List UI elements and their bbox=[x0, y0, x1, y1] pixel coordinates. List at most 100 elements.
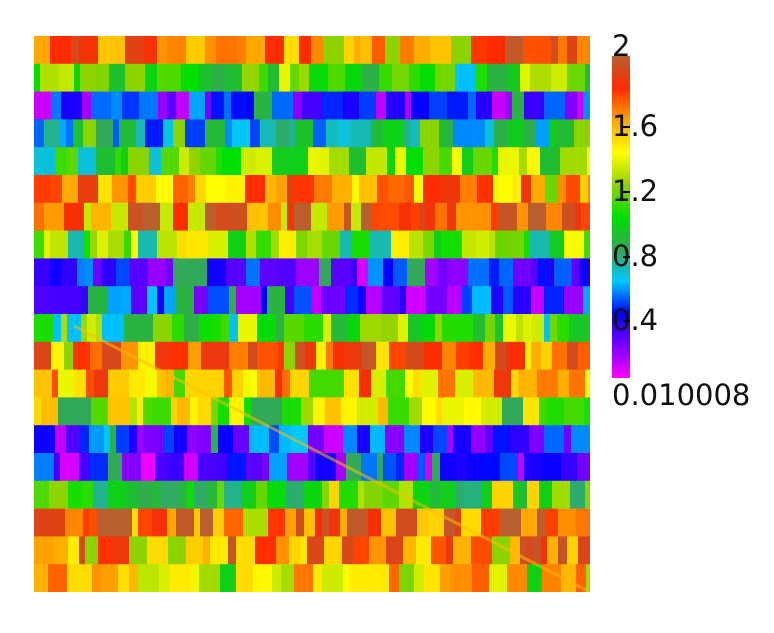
heatmap-cell bbox=[471, 36, 488, 65]
heatmap-cell bbox=[552, 480, 571, 510]
heatmap-cell bbox=[49, 480, 69, 510]
heatmap-cell bbox=[226, 175, 246, 204]
heatmap-cell bbox=[164, 286, 176, 315]
heatmap-cell bbox=[98, 175, 113, 204]
heatmap-cell bbox=[186, 536, 204, 565]
heatmap-cell bbox=[499, 258, 514, 287]
heatmap-cell bbox=[357, 425, 371, 454]
heatmap-cell bbox=[538, 258, 549, 287]
heatmap-cell bbox=[256, 230, 272, 259]
heatmap-cell bbox=[247, 202, 262, 232]
heatmap-cell bbox=[211, 397, 219, 426]
heatmap-cell bbox=[224, 508, 244, 537]
heatmap-cell bbox=[577, 36, 590, 65]
heatmap-cell bbox=[98, 508, 115, 537]
heatmap-cell bbox=[476, 230, 490, 259]
heatmap-cell bbox=[58, 397, 72, 426]
heatmap-cell bbox=[152, 397, 172, 426]
heatmap-cell bbox=[158, 91, 168, 120]
heatmap-cell bbox=[84, 202, 92, 232]
heatmap-cell bbox=[279, 230, 297, 259]
heatmap-cell bbox=[579, 258, 590, 287]
heatmap-cell bbox=[435, 202, 448, 232]
heatmap-cell bbox=[296, 230, 308, 259]
heatmap-cell bbox=[516, 314, 524, 343]
heatmap-cell bbox=[128, 175, 137, 204]
heatmap-cell bbox=[386, 91, 406, 120]
heatmap-cell bbox=[86, 369, 95, 398]
heatmap-cell bbox=[400, 286, 407, 315]
heatmap-cell bbox=[244, 397, 252, 426]
heatmap-cell bbox=[177, 397, 191, 426]
heatmap-cell bbox=[89, 425, 105, 454]
heatmap-cell bbox=[462, 286, 473, 315]
heatmap-cell bbox=[34, 314, 54, 343]
heatmap-cell bbox=[268, 202, 282, 232]
heatmap-cell bbox=[296, 508, 305, 537]
heatmap-cell bbox=[187, 258, 208, 287]
heatmap-cell bbox=[361, 453, 378, 482]
heatmap-cell bbox=[284, 314, 305, 343]
heatmap-cell bbox=[308, 425, 325, 454]
heatmap-cell bbox=[489, 564, 508, 592]
heatmap-cell bbox=[550, 314, 558, 343]
heatmap-cell bbox=[381, 314, 399, 343]
heatmap-cell bbox=[147, 536, 169, 565]
heatmap-cell bbox=[411, 202, 420, 232]
heatmap-cell bbox=[231, 91, 248, 120]
heatmap-cell bbox=[524, 453, 542, 482]
heatmap-cell bbox=[233, 425, 240, 454]
heatmap-cell bbox=[409, 230, 424, 259]
heatmap-cell bbox=[584, 230, 590, 259]
heatmap-cell bbox=[167, 91, 177, 120]
heatmap-cell bbox=[44, 230, 51, 259]
heatmap-cell bbox=[67, 564, 86, 592]
heatmap-cell bbox=[152, 508, 168, 537]
heatmap-cell bbox=[532, 314, 545, 343]
heatmap-cell bbox=[430, 480, 441, 510]
heatmap-cell bbox=[357, 397, 379, 426]
heatmap-cell bbox=[96, 119, 114, 148]
heatmap-cell bbox=[121, 286, 132, 315]
heatmap-cell bbox=[342, 536, 354, 565]
heatmap-cell bbox=[148, 258, 167, 287]
heatmap-cell bbox=[485, 425, 494, 454]
heatmap-cell bbox=[88, 286, 108, 315]
heatmap-cell bbox=[557, 314, 570, 343]
heatmap-cell bbox=[257, 369, 276, 398]
heatmap-cell bbox=[53, 314, 62, 343]
heatmap-cell bbox=[55, 147, 68, 176]
heatmap-cell bbox=[473, 119, 486, 148]
heatmap-cell bbox=[77, 258, 85, 287]
heatmap-cell bbox=[71, 397, 92, 426]
heatmap-cell bbox=[62, 286, 81, 315]
heatmap-cell bbox=[483, 341, 496, 371]
heatmap-cell bbox=[368, 508, 382, 537]
heatmap-cell bbox=[403, 536, 417, 565]
heatmap-cell bbox=[550, 119, 557, 148]
heatmap-cell bbox=[285, 286, 295, 315]
heatmap-cell bbox=[371, 119, 384, 148]
heatmap-cell bbox=[34, 369, 53, 398]
heatmap-cell bbox=[423, 230, 435, 259]
heatmap-cell bbox=[567, 63, 586, 93]
heatmap-cell bbox=[399, 564, 415, 592]
heatmap-cell bbox=[245, 175, 266, 204]
heatmap-cell bbox=[295, 341, 306, 371]
heatmap-cell bbox=[366, 147, 388, 176]
heatmap-cell bbox=[173, 258, 188, 287]
heatmap-cell bbox=[67, 314, 82, 343]
heatmap-cell bbox=[34, 453, 55, 482]
heatmap-cell bbox=[320, 147, 330, 176]
heatmap-cell bbox=[368, 564, 390, 592]
heatmap-cell bbox=[198, 397, 212, 426]
heatmap-cell bbox=[551, 36, 559, 65]
heatmap-cell bbox=[331, 258, 352, 287]
heatmap-cell bbox=[287, 202, 295, 232]
heatmap-cell bbox=[153, 314, 173, 343]
heatmap-cell bbox=[173, 119, 186, 148]
heatmap-cell bbox=[519, 480, 528, 510]
heatmap-cell bbox=[328, 63, 346, 93]
heatmap-cell bbox=[571, 425, 590, 454]
heatmap-cell bbox=[167, 453, 185, 482]
